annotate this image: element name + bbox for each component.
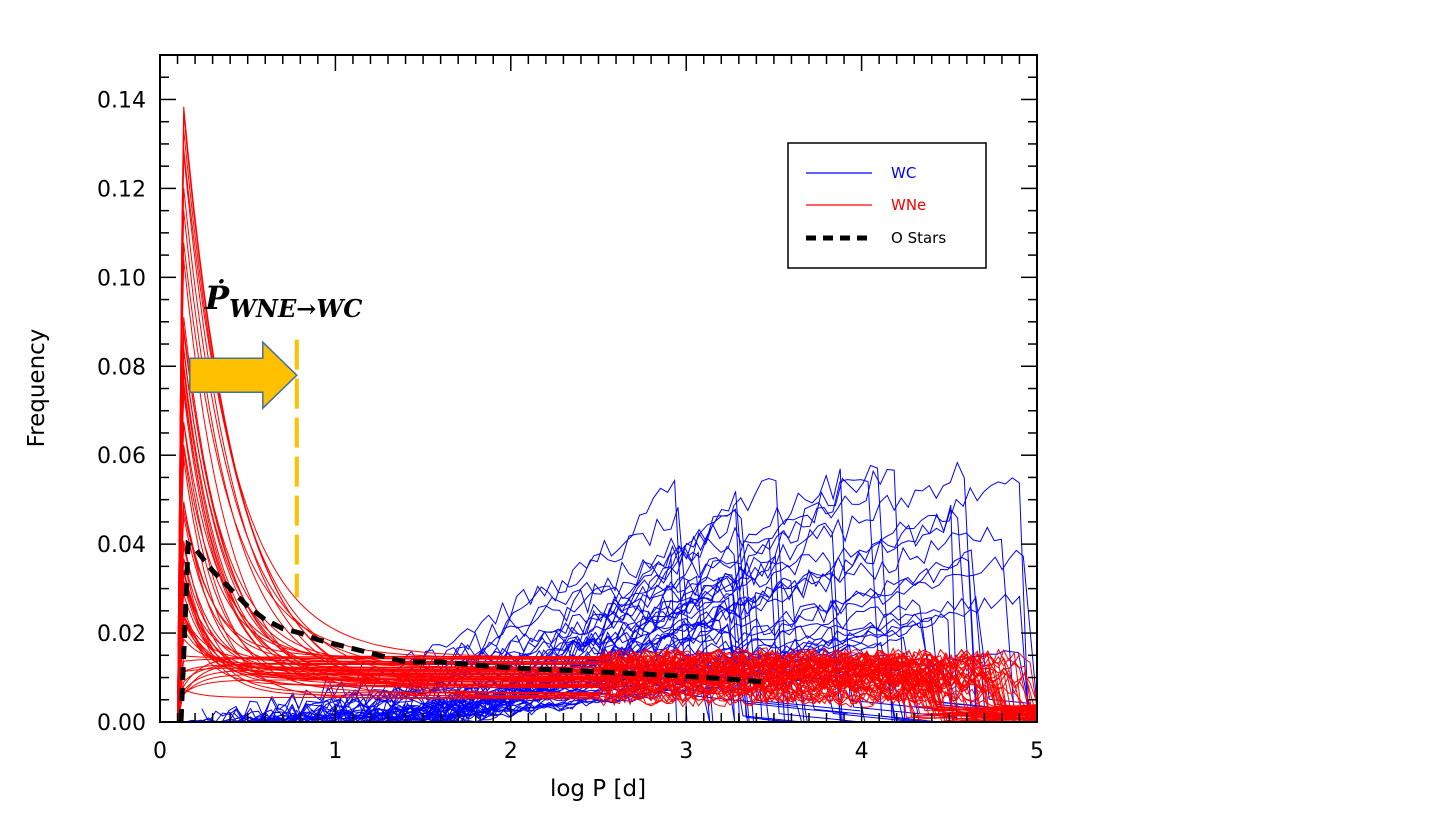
- x-axis-title: log P [d]: [550, 776, 646, 802]
- axis-ticks: [159, 54, 1038, 723]
- ostars-line: [178, 539, 766, 722]
- wc-line: [242, 545, 802, 722]
- wc-line: [432, 479, 985, 722]
- x-tick-label: 0: [153, 739, 167, 764]
- wne-line: [177, 617, 1037, 722]
- x-tick-labels: 0 1 2 3 4 5: [153, 739, 1044, 764]
- wne-line: [177, 687, 1037, 722]
- wne-line: [177, 572, 1037, 722]
- wne-line: [177, 259, 1037, 722]
- y-axis-title: Frequency: [24, 329, 50, 448]
- wc-line: [193, 507, 798, 722]
- wne-line: [177, 670, 1037, 722]
- y-tick-label: 0.00: [97, 711, 146, 736]
- legend-label-ostars: O Stars: [891, 229, 946, 247]
- wne-line: [177, 570, 1037, 722]
- wne-line: [177, 458, 1037, 722]
- y-tick-label: 0.04: [97, 533, 146, 558]
- legend: WC WNe O Stars: [787, 142, 987, 269]
- wc-line: [228, 509, 861, 722]
- wc-line: [387, 477, 1037, 722]
- x-tick-label: 4: [855, 739, 869, 764]
- y-tick-label: 0.12: [97, 177, 146, 202]
- x-tick-label: 2: [504, 739, 518, 764]
- legend-label-wc: WC: [891, 164, 916, 182]
- wc-line: [409, 468, 958, 722]
- wne-line: [177, 540, 1037, 722]
- wne-line: [177, 129, 1037, 722]
- y-tick-label: 0.06: [97, 444, 146, 469]
- annotation-label: ṖWNE→WC: [204, 279, 362, 323]
- y-tick-label: 0.02: [97, 622, 146, 647]
- wne-line: [177, 113, 1037, 722]
- x-tick-label: 1: [328, 739, 342, 764]
- x-tick-label: 3: [679, 739, 693, 764]
- wne-line: [177, 148, 1037, 722]
- annotation-subscript: WNE→WC: [229, 294, 362, 323]
- y-tick-label: 0.14: [97, 88, 146, 113]
- x-tick-label: 5: [1030, 739, 1044, 764]
- wne-line: [177, 613, 1037, 722]
- y-tick-label: 0.08: [97, 355, 146, 380]
- annotation-main: Ṗ: [204, 279, 230, 317]
- wne-line: [177, 503, 1037, 722]
- wne-line: [177, 570, 1037, 722]
- wne-line: [177, 210, 1037, 722]
- y-tick-labels: 0.00 0.02 0.04 0.06 0.08 0.10 0.12 0.14: [97, 88, 146, 736]
- ensemble-lines: [177, 106, 1037, 722]
- y-tick-label: 0.10: [97, 266, 146, 291]
- wne-line: [177, 637, 1037, 722]
- transition-arrow: [189, 340, 298, 410]
- wne-line: [177, 569, 1037, 722]
- wne-line: [177, 242, 1037, 722]
- wne-line: [177, 516, 1037, 722]
- wne-line: [177, 583, 1037, 722]
- transition-annotation: ṖWNE→WC: [189, 279, 362, 598]
- legend-label-wne: WNe: [891, 196, 926, 214]
- series-lines: [178, 539, 766, 722]
